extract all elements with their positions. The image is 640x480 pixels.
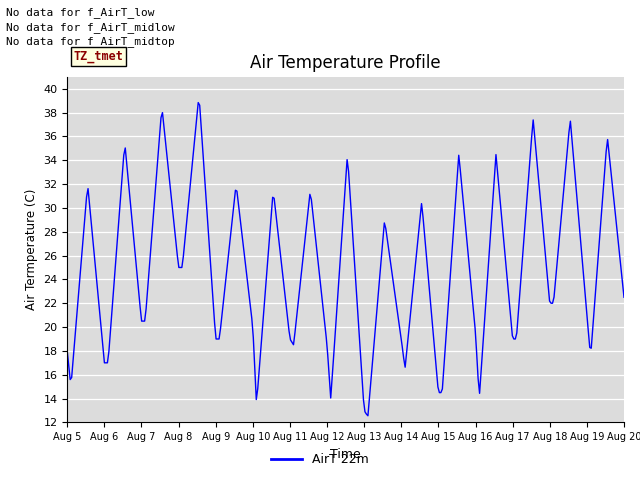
Text: No data for f_AirT_midlow: No data for f_AirT_midlow bbox=[6, 22, 175, 33]
Title: Air Temperature Profile: Air Temperature Profile bbox=[250, 54, 441, 72]
Text: No data for f_AirT_low: No data for f_AirT_low bbox=[6, 7, 155, 18]
X-axis label: Time: Time bbox=[330, 448, 361, 461]
Y-axis label: Air Termperature (C): Air Termperature (C) bbox=[25, 189, 38, 310]
Text: TZ_tmet: TZ_tmet bbox=[74, 50, 124, 63]
Legend: AirT 22m: AirT 22m bbox=[266, 448, 374, 471]
Text: No data for f_AirT_midtop: No data for f_AirT_midtop bbox=[6, 36, 175, 47]
